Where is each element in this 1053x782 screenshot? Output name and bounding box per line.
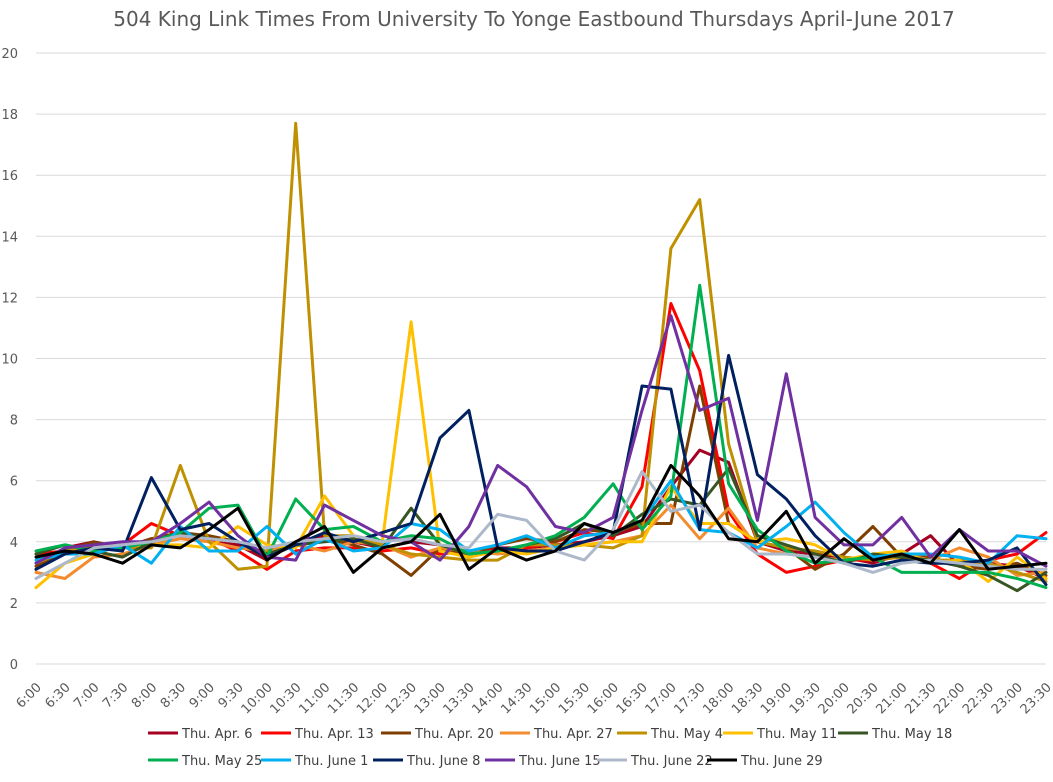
legend-item: Thu. June 8 xyxy=(373,754,480,769)
legend-item: Thu. June 29 xyxy=(707,754,823,769)
x-tick-label: 7:30 xyxy=(100,680,131,711)
series-line-4 xyxy=(34,121,1048,583)
legend-label: Thu. June 15 xyxy=(518,754,601,769)
y-tick-label: 16 xyxy=(1,169,18,184)
x-tick-label: 8:30 xyxy=(158,680,189,711)
x-tick-label: 13:00 xyxy=(412,680,449,717)
x-tick-label: 12:00 xyxy=(354,680,391,717)
x-tick-label: 16:30 xyxy=(614,680,651,717)
series-line-12 xyxy=(34,463,1048,574)
y-tick-label: 6 xyxy=(10,475,18,490)
x-tick-label: 18:30 xyxy=(729,680,766,717)
y-tick-label: 20 xyxy=(1,47,18,62)
x-tick-label: 16:00 xyxy=(585,680,622,717)
x-tick-label: 11:00 xyxy=(296,680,333,717)
legend-item: Thu. Apr. 13 xyxy=(261,727,374,742)
x-tick-label: 17:30 xyxy=(671,680,708,717)
x-tick-label: 20:00 xyxy=(816,680,853,717)
x-tick-label: 12:30 xyxy=(383,680,420,717)
legend-item: Thu. Apr. 20 xyxy=(381,727,494,742)
legend-label: Thu. May 4 xyxy=(650,727,723,742)
x-tick-label: 10:30 xyxy=(267,680,304,717)
y-tick-label: 14 xyxy=(1,230,18,245)
legend-label: Thu. May 18 xyxy=(871,727,952,742)
series-line-10 xyxy=(34,314,1048,568)
legend-label: Thu. Apr. 27 xyxy=(533,727,613,742)
series-line-11 xyxy=(34,470,1048,580)
x-tick-label: 7:00 xyxy=(71,680,102,711)
x-tick-label: 19:30 xyxy=(787,680,824,717)
x-tick-label: 17:00 xyxy=(643,680,680,717)
x-tick-label: 18:00 xyxy=(700,680,737,717)
legend-label: Thu. Apr. 13 xyxy=(294,727,374,742)
x-tick-label: 23:30 xyxy=(1018,680,1053,717)
legend: Thu. Apr. 6 Thu. Apr. 13 Thu. Apr. 20 Thu. … xyxy=(148,727,952,769)
x-tick-label: 21:30 xyxy=(902,680,939,717)
legend-item: Thu. May 25 xyxy=(148,754,262,769)
x-tick-label: 20:30 xyxy=(845,680,882,717)
legend-label: Thu. June 1 xyxy=(294,754,368,769)
legend-item: Thu. June 1 xyxy=(261,754,368,769)
grid-lines xyxy=(36,52,1046,665)
y-axis-ticks: 0 2 4 6 8 10 12 14 16 18 20 xyxy=(1,47,18,673)
x-tick-label: 13:30 xyxy=(441,680,478,717)
y-tick-label: 12 xyxy=(1,291,18,306)
legend-item: Thu. June 15 xyxy=(485,754,601,769)
x-tick-label: 22:30 xyxy=(960,680,997,717)
legend-item: Thu. May 18 xyxy=(838,727,952,742)
legend-item: Thu. May 4 xyxy=(617,727,723,742)
x-tick-label: 9:00 xyxy=(187,680,218,711)
legend-label: Thu. May 11 xyxy=(756,727,837,742)
x-axis-ticks: 6:006:307:007:308:008:309:009:3010:0010:… xyxy=(14,680,1053,717)
x-tick-label: 11:30 xyxy=(325,680,362,717)
series-lines xyxy=(34,121,1048,593)
legend-item: Thu. June 22 xyxy=(597,754,713,769)
x-tick-label: 6:30 xyxy=(42,680,73,711)
legend-label: Thu. Apr. 6 xyxy=(181,727,253,742)
x-tick-label: 15:30 xyxy=(556,680,593,717)
x-tick-label: 23:00 xyxy=(989,680,1026,717)
y-tick-label: 4 xyxy=(10,536,18,551)
y-tick-label: 10 xyxy=(1,353,18,368)
legend-label: Thu. June 8 xyxy=(406,754,480,769)
legend-label: Thu. Apr. 20 xyxy=(414,727,494,742)
chart-title: 504 King Link Times From University To Y… xyxy=(113,7,954,31)
x-tick-label: 15:00 xyxy=(527,680,564,717)
y-tick-label: 18 xyxy=(1,108,18,123)
legend-label: Thu. June 29 xyxy=(740,754,823,769)
legend-label: Thu. June 22 xyxy=(630,754,713,769)
x-tick-label: 10:00 xyxy=(239,680,276,717)
y-tick-label: 8 xyxy=(10,414,18,429)
legend-item: Thu. May 11 xyxy=(723,727,837,742)
legend-item: Thu. Apr. 27 xyxy=(500,727,613,742)
y-tick-label: 2 xyxy=(10,597,18,612)
x-tick-label: 21:00 xyxy=(873,680,910,717)
x-tick-label: 22:00 xyxy=(931,680,968,717)
legend-item: Thu. Apr. 6 xyxy=(148,727,253,742)
x-tick-label: 6:00 xyxy=(14,680,45,711)
x-tick-label: 19:00 xyxy=(758,680,795,717)
legend-label: Thu. May 25 xyxy=(181,754,262,769)
x-tick-label: 8:00 xyxy=(129,680,160,711)
series-line-9 xyxy=(34,353,1048,587)
series-line-8 xyxy=(34,479,1048,565)
x-tick-label: 14:30 xyxy=(498,680,535,717)
y-tick-label: 0 xyxy=(10,658,18,673)
x-tick-label: 14:00 xyxy=(469,680,506,717)
